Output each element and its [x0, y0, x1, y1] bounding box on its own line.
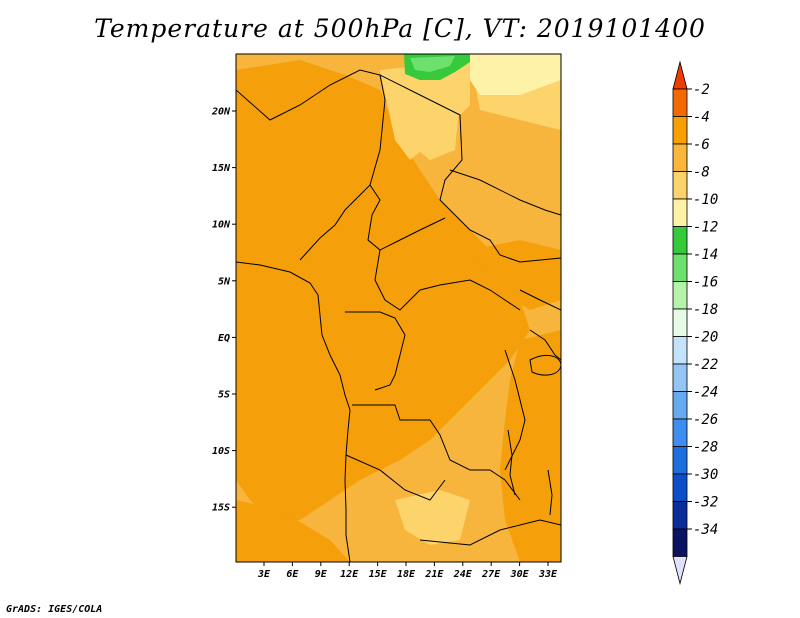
colorbar-label: -14: [693, 247, 718, 263]
x-tick-label: 6E: [286, 569, 299, 580]
border-9: [529, 329, 561, 361]
field-warm-east: [500, 330, 561, 562]
y-axis-labels: 20N 15N 10N 5N EQ 5S 10S 15S: [211, 107, 231, 514]
x-tick-label: 12E: [340, 569, 359, 580]
coastline: [236, 261, 351, 562]
axis-ticks: [232, 110, 549, 566]
x-tick-label: 33E: [538, 569, 558, 580]
x-tick-label: 9E: [315, 569, 328, 580]
colorbar-label: -6: [693, 137, 710, 153]
colorbar-label: -32: [693, 495, 718, 511]
border-11: [449, 169, 561, 216]
x-tick-label: 24E: [453, 569, 473, 580]
colorbar: [672, 60, 692, 586]
colorbar-label: -16: [693, 275, 718, 291]
border-5: [345, 311, 406, 391]
y-tick-label: 15N: [212, 163, 231, 174]
y-tick-label: 10S: [212, 446, 230, 457]
x-tick-label: 15E: [369, 569, 388, 580]
lake-tanganyika: [507, 429, 516, 496]
border-3: [367, 184, 446, 251]
border-8: [419, 519, 561, 546]
colorbar-label: -22: [693, 357, 718, 373]
colorbar-swatch: [672, 198, 688, 227]
colorbar-labels: -2 -4 -6 -8 -10 -12 -14 -16 -18 -20 -22 -24 -26 -28 -3…: [693, 82, 718, 538]
colorbar-swatch: [672, 528, 688, 557]
colorbar-swatch: [672, 88, 688, 117]
colorbar-swatch: [672, 336, 688, 365]
border-2: [379, 74, 561, 263]
colorbar-label: -18: [693, 302, 718, 318]
colorbar-label: -28: [693, 440, 718, 456]
field-cold-ne: [470, 54, 561, 95]
y-tick-label: 10N: [212, 220, 231, 231]
lake-malawi: [547, 469, 553, 516]
colorbar-label: -8: [693, 165, 710, 181]
y-tick-label: 5S: [218, 390, 230, 401]
y-tick-label: 20N: [211, 107, 231, 118]
border-6: [352, 404, 521, 501]
chart-title: Temperature at 500hPa [C], VT: 201910140…: [94, 14, 706, 43]
x-tick-label: 30E: [510, 569, 530, 580]
border-7: [345, 454, 446, 501]
x-tick-label: 21E: [424, 569, 444, 580]
colorbar-label: -26: [693, 412, 718, 428]
field-warm-sw: [236, 500, 350, 562]
colorbar-swatch: [672, 473, 688, 502]
x-axis-labels: 3E 6E 9E 12E 15E 18E 21E 24E 27E 30E 33E: [257, 569, 558, 580]
y-tick-label: 15S: [212, 503, 230, 514]
x-tick-label: 3E: [257, 569, 271, 580]
border-10: [519, 289, 561, 311]
colorbar-swatch: [672, 391, 688, 420]
x-tick-label: 18E: [397, 569, 416, 580]
colorbar-swatch: [672, 253, 688, 282]
colorbar-swatch: [672, 308, 688, 337]
colorbar-swatch: [672, 501, 688, 530]
y-tick-label: 5N: [218, 276, 231, 287]
footer-credit: GrADS: IGES/COLA: [6, 604, 103, 615]
map-borders: [236, 69, 561, 562]
colorbar-swatch: [672, 281, 688, 310]
colorbar-swatch: [672, 446, 688, 475]
colorbar-top-arrow: [672, 60, 688, 90]
field-warm-west: [236, 60, 530, 520]
colorbar-swatch: [672, 116, 688, 145]
border-4: [374, 249, 521, 311]
colorbar-label: -30: [693, 467, 718, 483]
colorbar-label: -34: [693, 522, 718, 538]
colorbar-label: -4: [693, 110, 710, 126]
border-1: [236, 69, 386, 261]
colorbar-swatch: [672, 171, 688, 200]
x-tick-label: 27E: [481, 569, 501, 580]
colorbar-label: -10: [693, 192, 718, 208]
colorbar-label: -12: [693, 220, 718, 236]
colorbar-swatch: [672, 226, 688, 255]
field-green-light: [410, 56, 455, 72]
field-warm-ne: [470, 240, 561, 310]
field-cool-south: [395, 490, 470, 545]
map-frame: [235, 53, 562, 563]
colorbar-label: -24: [693, 385, 718, 401]
colorbar-bottom-arrow: [672, 556, 688, 586]
colorbar-label: -20: [693, 330, 718, 346]
colorbar-label: -2: [693, 82, 710, 98]
map-fields: [236, 54, 561, 562]
colorbar-swatch: [672, 363, 688, 392]
colorbar-swatch: [672, 143, 688, 172]
lake-east: [504, 349, 526, 471]
colorbar-swatch: [672, 418, 688, 447]
field-cool-mid: [395, 95, 460, 160]
y-tick-label: EQ: [218, 333, 230, 344]
